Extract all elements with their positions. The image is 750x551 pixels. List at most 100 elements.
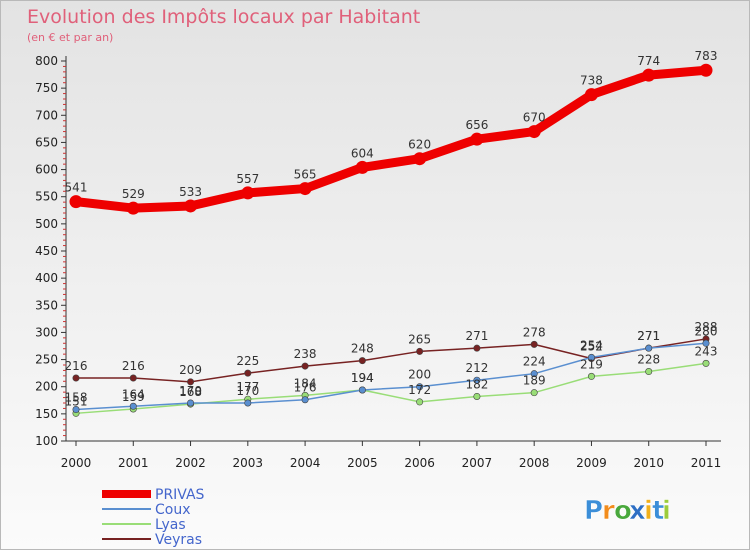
- data-point-lyas: [702, 359, 710, 367]
- data-label-coux: 170: [179, 384, 202, 398]
- data-label-veyras: 225: [236, 354, 259, 368]
- data-label-lyas: 189: [523, 374, 546, 388]
- x-tick-label: 2010: [633, 456, 664, 470]
- data-point-coux: [244, 399, 252, 407]
- data-point-coux: [587, 353, 595, 361]
- legend-label-privas: PRIVAS: [155, 487, 205, 503]
- data-point-veyras: [530, 340, 538, 348]
- data-label-lyas: 151: [65, 394, 88, 408]
- data-label-coux: 224: [523, 355, 546, 369]
- data-label-privas: 738: [580, 74, 603, 88]
- legend-label-coux: Coux: [155, 502, 191, 518]
- logo-letter: r: [602, 496, 615, 526]
- data-label-veyras: 265: [408, 332, 431, 346]
- series-line-privas: [71, 65, 711, 213]
- logo-letter: o: [614, 496, 632, 526]
- data-label-coux: 212: [465, 361, 488, 375]
- data-point-coux: [530, 370, 538, 378]
- data-label-coux: 164: [122, 387, 145, 401]
- data-label-lyas: 243: [695, 344, 718, 358]
- logo-letter: i: [662, 496, 671, 526]
- data-point-privas: [470, 132, 484, 146]
- x-tick-label: 2007: [462, 456, 493, 470]
- data-point-coux: [645, 344, 653, 352]
- y-tick-label: 150: [35, 407, 58, 421]
- data-point-veyras: [358, 357, 366, 365]
- data-point-coux: [702, 339, 710, 347]
- data-point-lyas: [645, 368, 653, 376]
- data-label-veyras: 238: [294, 347, 317, 361]
- y-tick-label: 700: [35, 108, 58, 122]
- data-label-lyas: 177: [236, 380, 259, 394]
- data-point-veyras: [416, 347, 424, 355]
- series-line-coux: [75, 342, 707, 411]
- chart-title: Evolution des Impôts locaux par Habitant: [27, 6, 420, 28]
- data-point-coux: [129, 402, 137, 410]
- data-point-privas: [699, 63, 713, 77]
- x-tick-label: 2001: [118, 456, 149, 470]
- data-point-privas: [527, 125, 541, 139]
- x-tick-label: 2004: [290, 456, 321, 470]
- data-label-coux: 280: [695, 324, 718, 338]
- data-label-coux: 176: [294, 381, 317, 395]
- x-tick-label: 2006: [404, 456, 435, 470]
- chart-subtitle: (en € et par an): [27, 31, 113, 44]
- data-label-veyras: 278: [523, 325, 546, 339]
- data-point-veyras: [187, 378, 195, 386]
- data-label-privas: 783: [695, 49, 718, 63]
- y-tick-label: 650: [35, 135, 58, 149]
- data-label-lyas: 168: [179, 385, 202, 399]
- data-label-lyas: 172: [408, 383, 431, 397]
- data-point-privas: [298, 182, 312, 196]
- y-tick-label: 400: [35, 271, 58, 285]
- data-point-privas: [241, 186, 255, 200]
- data-point-privas: [642, 68, 656, 82]
- legend-label-lyas: Lyas: [155, 517, 186, 533]
- data-point-coux: [187, 399, 195, 407]
- data-label-privas: 557: [236, 172, 259, 186]
- series-layer: [69, 63, 713, 417]
- data-point-veyras: [129, 374, 137, 382]
- data-label-coux: 158: [65, 391, 88, 405]
- x-tick-label: 2011: [691, 456, 722, 470]
- data-label-privas: 565: [294, 168, 317, 182]
- data-point-lyas: [416, 398, 424, 406]
- data-label-coux: 194: [351, 371, 374, 385]
- y-tick-label: 300: [35, 325, 58, 339]
- logo-letter: P: [584, 496, 603, 526]
- data-label-privas: 604: [351, 146, 374, 160]
- y-tick-label: 250: [35, 353, 58, 367]
- axes: 100 150 200 250 300 350 400 450 500 550 600 650 700 7…: [35, 54, 721, 470]
- data-label-lyas: 159: [122, 390, 145, 404]
- data-point-veyras: [244, 369, 252, 377]
- data-label-lyas: 228: [637, 353, 660, 367]
- x-tick-label: 2003: [233, 456, 264, 470]
- data-point-privas: [69, 195, 83, 209]
- x-tick-label: 2005: [347, 456, 378, 470]
- data-label-privas: 529: [122, 187, 145, 201]
- data-point-veyras: [473, 344, 481, 352]
- data-point-coux: [72, 406, 80, 414]
- data-point-veyras: [301, 362, 309, 370]
- data-label-privas: 533: [179, 185, 202, 199]
- data-label-privas: 541: [65, 181, 88, 195]
- data-point-privas: [584, 88, 598, 102]
- data-label-coux: 170: [236, 384, 259, 398]
- y-tick-label: 350: [35, 298, 58, 312]
- x-tick-label: 2002: [175, 456, 206, 470]
- data-label-lyas: 182: [465, 377, 488, 391]
- data-label-veyras: 288: [695, 320, 718, 334]
- data-point-privas: [126, 201, 140, 215]
- data-point-coux: [301, 396, 309, 404]
- y-tick-label: 550: [35, 190, 58, 204]
- data-label-lyas: 194: [351, 371, 374, 385]
- data-point-privas: [184, 199, 198, 213]
- data-point-lyas: [473, 392, 481, 400]
- logo-letter: i: [644, 496, 653, 526]
- legend-label-veyras: Veyras: [155, 532, 202, 548]
- proxiti-logo: Pr oxi ti: [584, 496, 672, 527]
